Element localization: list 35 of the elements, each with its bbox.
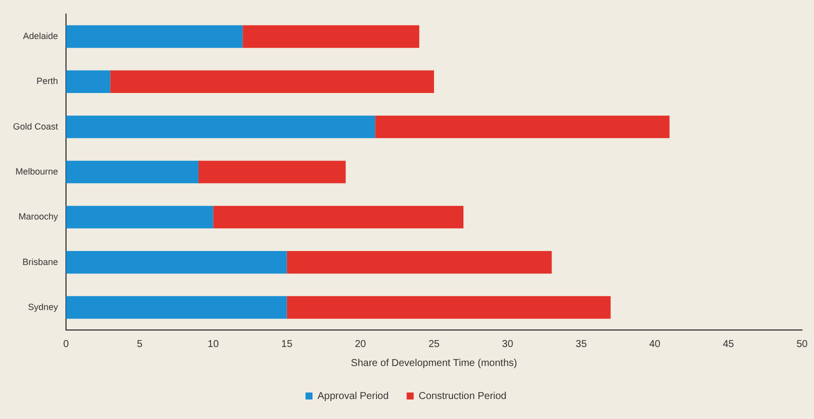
y-tick-label: Perth <box>36 76 58 86</box>
x-tick-label: 15 <box>281 338 293 350</box>
bar <box>66 206 214 228</box>
x-tick-label: 50 <box>796 338 808 350</box>
bar <box>198 160 346 184</box>
bar <box>110 70 434 93</box>
y-tick-label: Maroochy <box>18 212 59 222</box>
bar <box>66 25 243 48</box>
x-axis-title: Share of Development Time (months) <box>350 358 518 369</box>
bar <box>286 251 552 274</box>
legend-label: Approval Period <box>318 390 389 402</box>
legend-label: Construction Period <box>418 390 506 402</box>
bar <box>286 296 611 319</box>
bar <box>66 251 287 274</box>
x-tick-label: 35 <box>576 338 588 350</box>
x-tick-label: 10 <box>208 338 220 350</box>
y-tick-label: Sydney <box>28 302 59 312</box>
x-tick-label: 45 <box>722 338 734 350</box>
bar <box>375 116 670 138</box>
bar <box>66 160 198 184</box>
x-tick-label: 40 <box>649 338 661 350</box>
x-tick-label: 5 <box>136 338 143 350</box>
y-tick-label: Gold Coast <box>12 121 59 132</box>
bar <box>66 116 376 138</box>
y-tick-label: Brisbane <box>22 256 58 267</box>
bar <box>242 25 420 48</box>
x-tick-label: 30 <box>502 338 514 350</box>
bar <box>66 296 287 319</box>
x-tick-label: 20 <box>354 338 366 350</box>
y-tick-label: Melbourne <box>15 166 58 176</box>
y-tick-label: Adelaide <box>22 31 58 42</box>
x-tick-label: 0 <box>63 338 70 350</box>
bar <box>213 206 464 228</box>
bar <box>66 70 110 93</box>
x-tick-label: 25 <box>428 338 440 350</box>
